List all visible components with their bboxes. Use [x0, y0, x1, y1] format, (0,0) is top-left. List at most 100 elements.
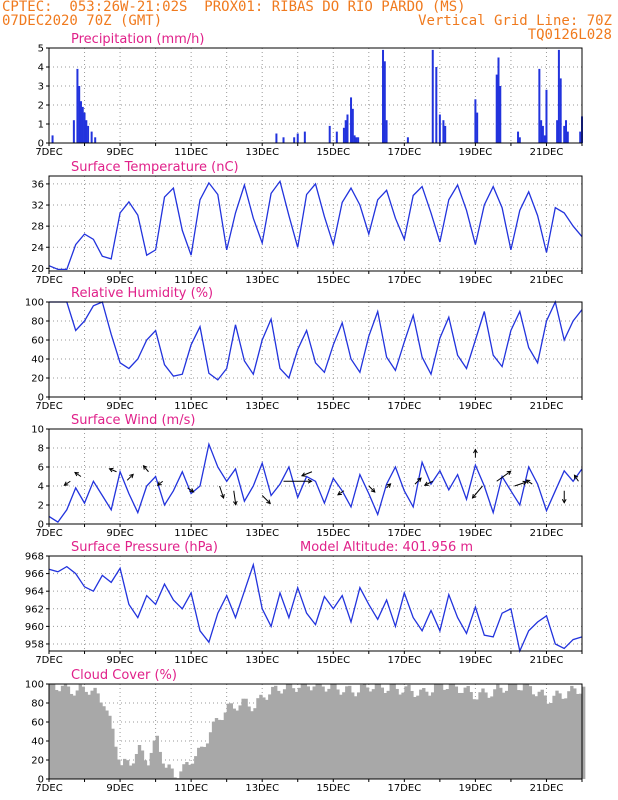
cloud-bar	[516, 690, 521, 779]
cloud-bar	[294, 691, 299, 779]
series-line	[48, 179, 583, 271]
cloud-bar	[522, 684, 527, 779]
x-tick-label: 21DEC	[530, 528, 564, 539]
cloud-bar	[143, 760, 148, 779]
cloud-bar	[510, 684, 515, 779]
cloud-bar	[404, 686, 408, 779]
x-tick-label: 9DEC	[106, 147, 133, 158]
y-tick-label: 10	[31, 425, 44, 436]
cloud-bar	[380, 687, 385, 779]
cloud-bar	[108, 715, 112, 779]
precip-bar	[442, 120, 445, 143]
wind-arrow	[514, 481, 527, 487]
cloud-bar	[362, 684, 367, 779]
x-tick-label: 9DEC	[106, 275, 133, 286]
cloud-bar	[54, 689, 59, 779]
wind-arrow	[414, 477, 422, 485]
chart-header: CPTEC: 053:26W-21:02S PROX01: RIBAS DO R…	[0, 0, 618, 46]
y-tick-label: 32	[31, 201, 44, 212]
y-tick-label: 4	[38, 482, 44, 493]
precip-bar	[565, 120, 568, 143]
cloud-bar	[552, 695, 556, 779]
cloud-bar	[413, 697, 417, 779]
precip-bar	[353, 135, 356, 143]
precip-bar	[444, 125, 447, 143]
cloud-bar	[368, 691, 373, 779]
grid-line-note: Vertical Grid Line: 70Z	[418, 13, 612, 29]
wind-arrow-head	[266, 499, 271, 505]
x-tick-label: 17DEC	[387, 401, 421, 412]
cloud-bar	[573, 688, 577, 779]
cloud-bar	[238, 705, 242, 779]
y-tick-label: 60	[31, 336, 44, 347]
wind-arrow	[574, 474, 579, 482]
cloud-bar	[114, 746, 118, 779]
cloud-bar	[395, 688, 399, 779]
cloud-bar	[173, 777, 177, 779]
wind-arrow-head	[522, 480, 528, 486]
cloud-bar	[75, 690, 80, 779]
wind-arrow-head	[471, 493, 477, 499]
wind-arrow	[219, 485, 225, 499]
cloud-bar	[463, 687, 467, 779]
cloud-bar	[274, 685, 278, 779]
precip-bar	[342, 127, 345, 143]
panel-2	[46, 300, 583, 400]
x-tick-label: 13DEC	[245, 147, 279, 158]
precip-bar	[51, 135, 54, 143]
cloud-bar	[445, 689, 450, 779]
precip-bar	[303, 131, 306, 143]
wind-arrow	[301, 471, 313, 477]
y-tick-label: 5	[38, 44, 44, 55]
cloud-bar	[377, 684, 382, 779]
x-tick-label: 11DEC	[174, 401, 208, 412]
wind-arrow-head	[423, 481, 429, 486]
x-tick-label: 21DEC	[530, 147, 564, 158]
precip-bar	[385, 120, 388, 143]
cloud-bar	[365, 687, 370, 779]
panel-title: Surface Temperature (nC)	[71, 160, 239, 175]
precip-bar	[90, 131, 93, 143]
y-tick-label: 0	[38, 520, 44, 531]
x-tick-label: 9DEC	[106, 528, 133, 539]
cloud-bar	[235, 710, 239, 779]
cloud-bar	[265, 699, 269, 779]
x-tick-label: 21DEC	[530, 783, 564, 794]
wind-arrow-head	[337, 490, 342, 496]
cloud-bar	[120, 765, 124, 779]
cloud-bar	[167, 764, 171, 779]
x-tick-label: 19DEC	[459, 401, 493, 412]
wind-arrow	[472, 485, 483, 499]
cloud-bar	[268, 694, 272, 779]
cloud-bar	[271, 686, 275, 779]
x-tick-label: 9DEC	[106, 401, 133, 412]
y-tick-label: 80	[31, 699, 44, 710]
panel-4	[46, 555, 583, 654]
cloud-bar	[410, 690, 414, 779]
cloud-bar	[351, 692, 355, 779]
cloud-bar	[451, 684, 456, 779]
precip-bar	[328, 125, 331, 143]
x-tick-label: 19DEC	[459, 275, 493, 286]
precip-bar	[293, 137, 296, 143]
cloud-bar	[105, 710, 109, 779]
cloud-bar	[567, 691, 571, 779]
cloud-bar	[63, 684, 68, 779]
x-tick-label: 19DEC	[459, 655, 493, 666]
cloud-bar	[223, 712, 228, 779]
wind-arrow-head	[417, 477, 422, 483]
cloud-bar	[537, 691, 541, 779]
panel-frame	[48, 428, 583, 525]
cloud-bar	[226, 703, 231, 779]
x-tick-label: 9DEC	[106, 655, 133, 666]
precip-bar	[579, 131, 582, 143]
wind-arrow	[525, 479, 533, 485]
panel-subtitle: Model Altitude: 401.956 m	[300, 540, 473, 555]
cloud-bar	[256, 698, 260, 779]
wind-arrow	[143, 465, 149, 473]
cloud-bar	[460, 692, 464, 779]
cloud-bar	[339, 694, 343, 779]
cloud-bar	[525, 684, 530, 779]
precip-bar	[559, 78, 562, 143]
precip-bar	[406, 137, 409, 143]
